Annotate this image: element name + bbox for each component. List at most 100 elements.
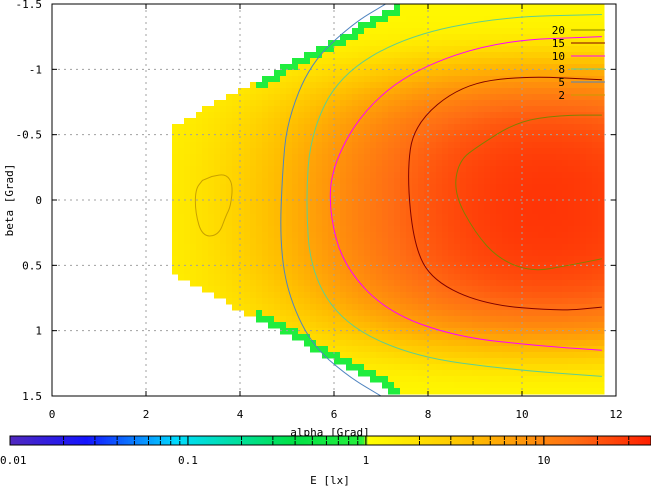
heatmap-cell xyxy=(460,64,467,71)
heatmap-cell xyxy=(412,10,419,17)
heatmap-cell xyxy=(214,268,221,275)
colorbar-segment xyxy=(646,436,649,445)
heatmap-cell xyxy=(442,46,449,53)
heatmap-cell xyxy=(442,298,449,305)
heatmap-cell xyxy=(532,22,539,29)
heatmap-cell xyxy=(412,82,419,89)
heatmap-cell xyxy=(556,322,563,329)
heatmap-cell xyxy=(400,274,407,281)
heatmap-cell xyxy=(208,202,215,209)
heatmap-cell xyxy=(490,154,497,161)
heatmap-cell xyxy=(304,112,311,119)
heatmap-cell xyxy=(598,232,605,239)
heatmap-cell xyxy=(418,142,425,149)
heatmap-cell xyxy=(292,304,299,311)
colorbar-segment xyxy=(474,436,477,445)
heatmap-cell xyxy=(220,154,227,161)
heatmap-cell xyxy=(478,214,485,221)
heatmap-cell xyxy=(280,220,287,227)
heatmap-cell xyxy=(256,208,263,215)
heatmap-cell xyxy=(508,226,515,233)
colorbar-segment xyxy=(414,436,417,445)
heatmap-cell xyxy=(346,154,353,161)
heatmap-cell xyxy=(388,268,395,275)
heatmap-cell xyxy=(562,256,569,263)
heatmap-cell xyxy=(496,298,503,305)
heatmap-cell xyxy=(214,292,221,299)
heatmap-cell xyxy=(274,178,281,185)
colorbar-segment xyxy=(112,436,115,445)
heatmap-cell xyxy=(184,262,191,269)
heatmap-cell xyxy=(196,154,203,161)
heatmap-cell xyxy=(544,220,551,227)
heatmap-cell xyxy=(250,160,257,167)
heatmap-cell xyxy=(460,112,467,119)
heatmap-cell xyxy=(418,106,425,113)
heatmap-cell xyxy=(418,382,425,389)
heatmap-cell xyxy=(376,202,383,209)
heatmap-cell xyxy=(454,352,461,359)
heatmap-cell xyxy=(412,316,419,323)
heatmap-cell xyxy=(406,106,413,113)
heatmap-cell xyxy=(544,202,551,209)
heatmap-cell xyxy=(370,202,377,209)
colorbar-segment xyxy=(644,436,647,445)
heatmap-cell xyxy=(466,70,473,77)
colorbar-segment xyxy=(610,436,613,445)
heatmap-cell xyxy=(346,184,353,191)
heatmap-cell xyxy=(424,322,431,329)
heatmap-cell xyxy=(340,256,347,263)
heatmap-cell xyxy=(244,268,251,275)
heatmap-cell xyxy=(340,112,347,119)
heatmap-cell xyxy=(562,178,569,185)
heatmap-cell xyxy=(532,112,539,119)
heatmap-cell xyxy=(598,310,605,317)
heatmap-cell xyxy=(394,148,401,155)
colorbar-segment xyxy=(148,436,151,445)
heatmap-cell xyxy=(544,280,551,287)
heatmap-cell xyxy=(250,244,257,251)
heatmap-cell xyxy=(370,118,377,125)
colorbar-segment xyxy=(154,436,157,445)
heatmap-cell xyxy=(484,346,491,353)
heatmap-cell xyxy=(196,274,203,281)
heatmap-cell xyxy=(340,244,347,251)
heatmap-cell xyxy=(466,340,473,347)
heatmap-cell xyxy=(598,172,605,179)
heatmap-cell xyxy=(478,382,485,389)
heatmap-cell xyxy=(382,34,389,41)
heatmap-cell xyxy=(406,52,413,59)
heatmap-cell xyxy=(226,220,233,227)
heatmap-cell xyxy=(388,226,395,233)
heatmap-cell xyxy=(544,124,551,131)
heatmap-cell xyxy=(268,100,275,107)
colorbar-segment xyxy=(252,436,255,445)
heatmap-cell xyxy=(496,304,503,311)
heatmap-cell xyxy=(520,106,527,113)
heatmap-cell xyxy=(268,232,275,239)
heatmap-cell xyxy=(496,10,503,17)
colorbar-segment xyxy=(434,436,437,445)
heatmap-cell xyxy=(190,184,197,191)
heatmap-cell xyxy=(424,202,431,209)
heatmap-cell xyxy=(364,280,371,287)
heatmap-cell xyxy=(376,112,383,119)
heatmap-cell xyxy=(592,58,599,65)
heatmap-cell xyxy=(316,82,323,89)
heatmap-cell xyxy=(382,136,389,143)
heatmap-cell xyxy=(340,340,347,347)
heatmap-cell xyxy=(382,160,389,167)
heatmap-cell xyxy=(520,328,527,335)
heatmap-cell xyxy=(460,88,467,95)
colorbar-segment xyxy=(326,436,329,445)
heatmap-cell xyxy=(358,64,365,71)
heatmap-cell xyxy=(280,154,287,161)
heatmap-cell xyxy=(424,352,431,359)
heatmap-cell xyxy=(298,130,305,137)
heatmap-cell xyxy=(280,280,287,287)
heatmap-cell xyxy=(568,70,575,77)
heatmap-cell xyxy=(448,88,455,95)
heatmap-cell xyxy=(538,376,545,383)
heatmap-cell xyxy=(388,100,395,107)
heatmap-cell xyxy=(544,70,551,77)
